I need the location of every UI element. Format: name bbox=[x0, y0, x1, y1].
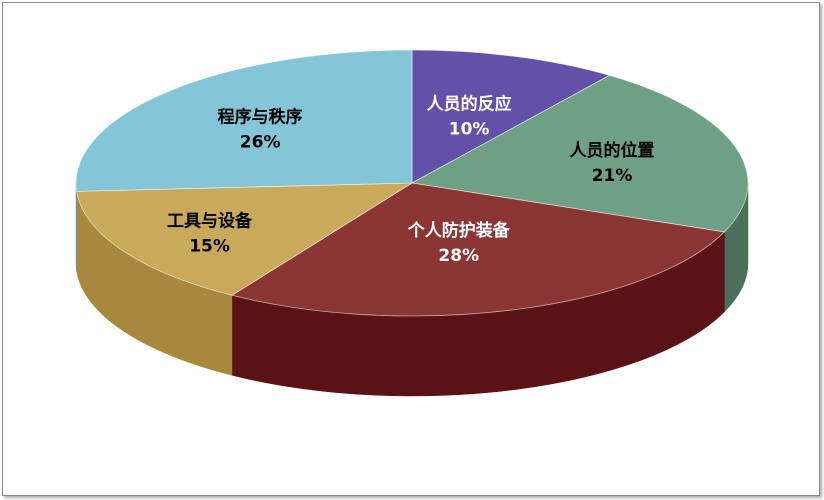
slice-1-name: 人员的位置 bbox=[570, 140, 655, 161]
slice-0-label: 人员的反应 10% bbox=[427, 93, 512, 139]
slice-4-label: 程序与秩序 26% bbox=[218, 107, 303, 153]
slice-3-percent: 15% bbox=[189, 236, 230, 256]
slice-3-name: 工具与设备 bbox=[167, 210, 253, 231]
slice-0-name: 人员的反应 bbox=[427, 93, 512, 114]
slice-4-side bbox=[75, 182, 77, 272]
slice-4-percent: 26% bbox=[240, 133, 281, 153]
slice-1-label: 人员的位置 21% bbox=[570, 140, 655, 186]
slice-2-percent: 28% bbox=[438, 246, 479, 266]
slice-2-label: 个人防护装备 28% bbox=[407, 220, 511, 266]
slice-2-top bbox=[230, 182, 726, 317]
slice-3-top bbox=[76, 182, 414, 296]
pie-chart: 人员的反应 10% 人员的位置 21% 个人防护装备 28% 工具与设备 15% 程序与秩序 26… bbox=[75, 49, 749, 397]
slice-0-top bbox=[411, 49, 611, 184]
slice-0-percent: 10% bbox=[449, 119, 490, 139]
slice-1-top bbox=[410, 74, 749, 233]
pie-labels: 人员的反应 10% 人员的位置 21% 个人防护装备 28% 工具与设备 15% 程序与秩序 26… bbox=[167, 93, 654, 265]
slice-4-name: 程序与秩序 bbox=[218, 107, 303, 128]
slice-4-top bbox=[75, 49, 413, 192]
pie-tops bbox=[75, 49, 749, 317]
slice-2-name: 个人防护装备 bbox=[407, 220, 511, 241]
slice-3-label: 工具与设备 15% bbox=[167, 210, 253, 256]
slice-1-percent: 21% bbox=[592, 166, 633, 186]
